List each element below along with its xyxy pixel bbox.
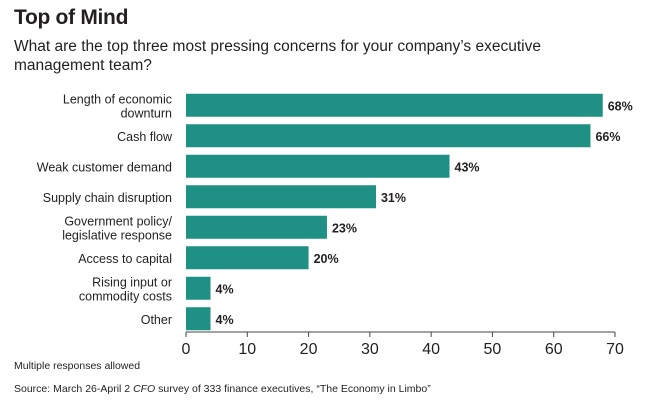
x-tick-label: 10: [238, 341, 256, 358]
category-label: Length of economic: [63, 92, 172, 106]
x-tick-label: 40: [422, 341, 440, 358]
source-italic: CFO: [133, 383, 156, 395]
source-prefix: Source: March 26-April 2: [14, 383, 134, 395]
value-label: 20%: [314, 252, 339, 266]
x-tick-label: 20: [300, 341, 318, 358]
bar: [186, 185, 376, 209]
bar: [186, 93, 603, 117]
value-label: 66%: [595, 130, 620, 144]
value-label: 23%: [332, 221, 357, 235]
value-label: 31%: [381, 191, 406, 205]
value-label: 4%: [216, 313, 234, 327]
category-label: commodity costs: [79, 289, 172, 303]
category-label: Cash flow: [117, 130, 173, 144]
category-label: Government policy/: [64, 214, 172, 228]
value-label: 4%: [216, 282, 234, 296]
bar: [186, 154, 450, 178]
bar: [186, 246, 309, 270]
bar: [186, 276, 211, 300]
x-tick-label: 70: [606, 341, 624, 358]
category-label: legislative response: [62, 228, 172, 242]
chart-title: Top of Mind: [14, 6, 129, 29]
x-tick-label: 50: [484, 341, 502, 358]
x-tick-label: 0: [182, 341, 191, 358]
category-label: Weak customer demand: [37, 160, 172, 174]
category-label: Rising input or: [92, 275, 172, 289]
bar: [186, 124, 591, 148]
x-tick-label: 30: [361, 341, 379, 358]
category-label: downturn: [121, 106, 172, 120]
source-line: Source: March 26-April 2 CFO survey of 3…: [14, 383, 431, 395]
value-label: 68%: [608, 99, 633, 113]
footnote: Multiple responses allowed: [14, 360, 141, 372]
chart-subtitle: What are the top three most pressing con…: [14, 38, 541, 74]
category-label: Access to capital: [78, 252, 172, 266]
bar: [186, 215, 327, 239]
value-label: 43%: [455, 160, 480, 174]
source-suffix: survey of 333 finance executives, “The E…: [155, 383, 431, 395]
x-tick-label: 60: [545, 341, 563, 358]
category-label: Other: [141, 313, 172, 327]
bar: [186, 307, 211, 331]
category-label: Supply chain disruption: [43, 191, 172, 205]
